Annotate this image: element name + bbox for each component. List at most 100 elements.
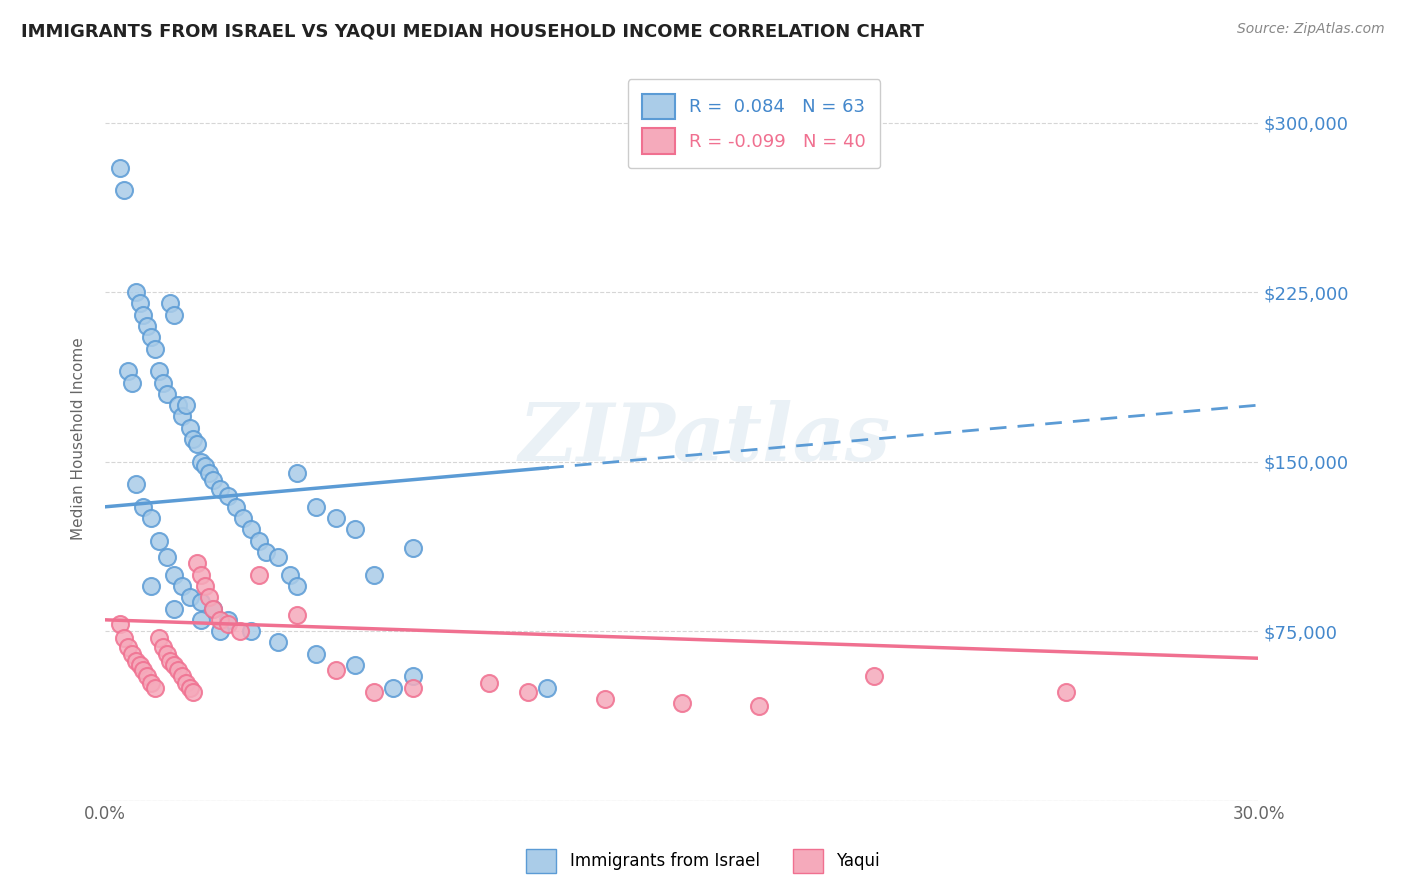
Point	[478, 676, 501, 690]
Point	[110, 617, 132, 632]
Point	[148, 364, 170, 378]
Point	[143, 681, 166, 695]
Point	[194, 459, 217, 474]
Point	[136, 669, 159, 683]
Point	[163, 601, 186, 615]
Point	[285, 579, 308, 593]
Point	[117, 640, 139, 654]
Point	[325, 663, 347, 677]
Point	[285, 466, 308, 480]
Point	[516, 685, 538, 699]
Point	[125, 285, 148, 300]
Point	[256, 545, 278, 559]
Point	[278, 567, 301, 582]
Point	[132, 663, 155, 677]
Point	[228, 624, 250, 639]
Point	[179, 591, 201, 605]
Point	[152, 376, 174, 390]
Point	[112, 183, 135, 197]
Point	[305, 647, 328, 661]
Point	[183, 432, 205, 446]
Point	[128, 296, 150, 310]
Point	[159, 296, 181, 310]
Legend: R =  0.084   N = 63, R = -0.099   N = 40: R = 0.084 N = 63, R = -0.099 N = 40	[627, 79, 880, 169]
Point	[240, 624, 263, 639]
Point	[267, 549, 290, 564]
Point	[110, 161, 132, 175]
Point	[167, 663, 190, 677]
Point	[217, 613, 239, 627]
Point	[401, 681, 423, 695]
Point	[401, 541, 423, 555]
Point	[186, 557, 208, 571]
Point	[201, 473, 224, 487]
Point	[125, 653, 148, 667]
Point	[1054, 685, 1077, 699]
Point	[183, 685, 205, 699]
Point	[382, 681, 405, 695]
Point	[232, 511, 254, 525]
Point	[305, 500, 328, 514]
Point	[170, 409, 193, 424]
Point	[148, 533, 170, 548]
Point	[139, 330, 162, 344]
Point	[190, 613, 212, 627]
Point	[179, 421, 201, 435]
Point	[225, 500, 247, 514]
Point	[401, 669, 423, 683]
Point	[285, 608, 308, 623]
Text: IMMIGRANTS FROM ISRAEL VS YAQUI MEDIAN HOUSEHOLD INCOME CORRELATION CHART: IMMIGRANTS FROM ISRAEL VS YAQUI MEDIAN H…	[21, 22, 924, 40]
Point	[163, 308, 186, 322]
Point	[536, 681, 558, 695]
Point	[170, 669, 193, 683]
Point	[174, 676, 197, 690]
Point	[155, 647, 177, 661]
Point	[179, 681, 201, 695]
Point	[198, 466, 221, 480]
Point	[209, 613, 232, 627]
Point	[194, 579, 217, 593]
Point	[186, 436, 208, 450]
Point	[325, 511, 347, 525]
Point	[148, 631, 170, 645]
Point	[112, 631, 135, 645]
Point	[593, 692, 616, 706]
Point	[863, 669, 886, 683]
Point	[139, 579, 162, 593]
Point	[190, 455, 212, 469]
Point	[170, 579, 193, 593]
Point	[155, 549, 177, 564]
Point	[163, 567, 186, 582]
Point	[343, 658, 366, 673]
Point	[363, 685, 385, 699]
Point	[198, 591, 221, 605]
Point	[190, 567, 212, 582]
Point	[132, 308, 155, 322]
Point	[136, 319, 159, 334]
Point	[217, 617, 239, 632]
Point	[343, 523, 366, 537]
Point	[217, 489, 239, 503]
Point	[155, 387, 177, 401]
Point	[240, 523, 263, 537]
Point	[247, 533, 270, 548]
Point	[201, 601, 224, 615]
Point	[267, 635, 290, 649]
Point	[671, 697, 693, 711]
Legend: Immigrants from Israel, Yaqui: Immigrants from Israel, Yaqui	[520, 842, 886, 880]
Point	[209, 624, 232, 639]
Point	[132, 500, 155, 514]
Point	[363, 567, 385, 582]
Point	[201, 601, 224, 615]
Y-axis label: Median Household Income: Median Household Income	[72, 338, 86, 541]
Point	[174, 398, 197, 412]
Point	[128, 658, 150, 673]
Point	[152, 640, 174, 654]
Text: ZIPatlas: ZIPatlas	[519, 401, 891, 478]
Point	[143, 342, 166, 356]
Point	[167, 398, 190, 412]
Point	[139, 511, 162, 525]
Point	[121, 647, 143, 661]
Point	[190, 595, 212, 609]
Point	[163, 658, 186, 673]
